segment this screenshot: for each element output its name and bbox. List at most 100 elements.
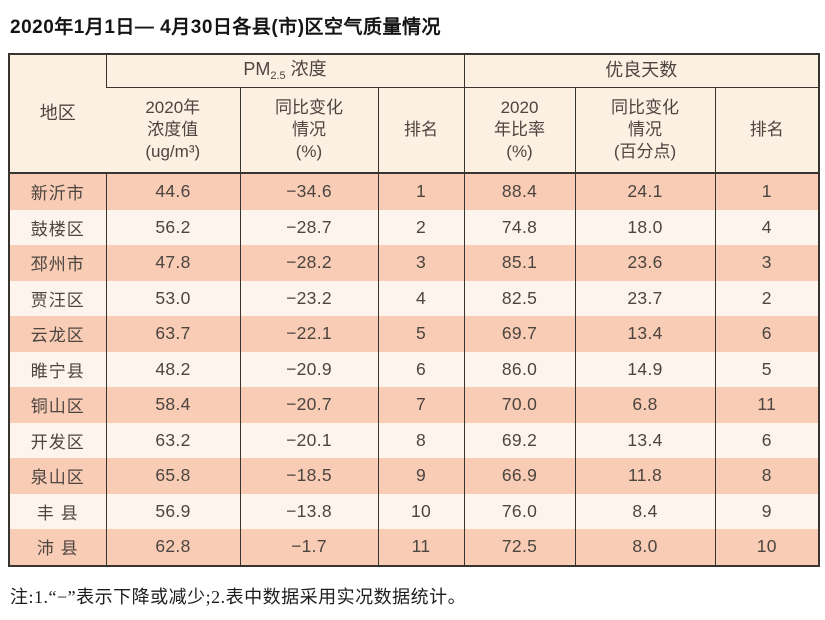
col-header-pm-change: 同比变化 情况 (%): [239, 87, 378, 173]
cell-pm-rank: 6: [377, 351, 465, 387]
pm25-label-prefix: PM: [243, 59, 271, 80]
cell-good-rate: 70.0: [463, 387, 576, 423]
cell-pm-value: 65.8: [105, 458, 240, 494]
cell-good-rank: 6: [714, 422, 820, 458]
cell-region: 丰 县: [36, 503, 79, 523]
cell-good-change: 11.8: [574, 458, 716, 494]
cell-good-rank: 1: [714, 173, 820, 210]
cell-pm-rank: 5: [377, 316, 465, 352]
cell-good-rank: 4: [714, 209, 820, 245]
cell-pm-change: −23.2: [239, 280, 378, 316]
col-group-pm25: PM2.5 浓度: [105, 54, 465, 88]
table-row: 丰 县 56.9 −13.8 10 76.0 8.4 9: [9, 493, 820, 529]
cell-pm-rank: 10: [377, 493, 465, 529]
cell-region: 铜山区: [30, 397, 85, 417]
cell-pm-rank: 9: [377, 458, 465, 494]
cell-good-change: 13.4: [574, 422, 716, 458]
table-row: 新沂市 44.6 −34.6 1 88.4 24.1 1: [9, 173, 820, 210]
cell-good-change: 23.7: [574, 280, 716, 316]
table-row: 邳州市 47.8 −28.2 3 85.1 23.6 3: [9, 245, 820, 281]
cell-pm-value: 48.2: [105, 351, 240, 387]
cell-pm-value: 44.6: [105, 173, 240, 210]
table-row: 鼓楼区 56.2 −28.7 2 74.8 18.0 4: [9, 209, 820, 245]
header-sub-row: 2020年 浓度值 (ug/m³) 同比变化 情况 (%) 排名 2020 年比…: [9, 87, 820, 173]
pm25-label-subscript: 2.5: [270, 70, 286, 83]
cell-pm-change: −1.7: [239, 529, 378, 566]
cell-region: 开发区: [30, 432, 85, 452]
col-header-region: 地区: [9, 54, 106, 173]
cell-pm-value: 53.0: [105, 280, 240, 316]
cell-good-rate: 76.0: [463, 493, 576, 529]
cell-pm-value: 56.9: [105, 493, 240, 529]
cell-pm-value: 62.8: [105, 529, 240, 566]
table-body: 新沂市 44.6 −34.6 1 88.4 24.1 1 鼓楼区 56.2 −28.7 2 74.8 1…: [9, 173, 820, 566]
pm25-label-suffix: 浓度: [290, 59, 327, 80]
air-quality-table: 地区 PM2.5 浓度 优良天数 2020年 浓度值 (ug/m³) 同比变化 情…: [8, 53, 821, 567]
cell-good-change: 8.4: [574, 493, 716, 529]
cell-pm-rank: 7: [377, 387, 465, 423]
cell-good-rank: 10: [714, 529, 820, 566]
cell-good-rate: 86.0: [463, 351, 576, 387]
cell-pm-change: −13.8: [239, 493, 378, 529]
cell-pm-change: −18.5: [239, 458, 378, 494]
cell-pm-rank: 8: [377, 422, 465, 458]
cell-pm-value: 63.7: [105, 316, 240, 352]
cell-pm-value: 56.2: [105, 209, 240, 245]
cell-good-change: 23.6: [574, 245, 716, 281]
col-header-good-change: 同比变化 情况 (百分点): [574, 87, 716, 173]
table-row: 云龙区 63.7 −22.1 5 69.7 13.4 6: [9, 316, 820, 352]
cell-region: 沛 县: [36, 539, 79, 559]
table-row: 泉山区 65.8 −18.5 9 66.9 11.8 8: [9, 458, 820, 494]
cell-good-rank: 8: [714, 458, 820, 494]
table-row: 沛 县 62.8 −1.7 11 72.5 8.0 10: [9, 529, 820, 566]
cell-good-rate: 88.4: [463, 173, 576, 210]
cell-region: 贾汪区: [30, 290, 85, 310]
cell-good-rank: 11: [714, 387, 820, 423]
cell-good-rank: 5: [714, 351, 820, 387]
cell-good-change: 13.4: [574, 316, 716, 352]
cell-pm-rank: 3: [377, 245, 465, 281]
cell-region: 泉山区: [30, 468, 85, 488]
cell-good-rate: 85.1: [463, 245, 576, 281]
cell-pm-change: −34.6: [239, 173, 378, 210]
cell-pm-change: −28.7: [239, 209, 378, 245]
col-header-pm-value: 2020年 浓度值 (ug/m³): [106, 87, 240, 173]
cell-pm-change: −22.1: [239, 316, 378, 352]
col-header-pm-rank: 排名: [377, 87, 465, 173]
cell-region: 云龙区: [30, 326, 85, 346]
cell-pm-value: 58.4: [105, 387, 240, 423]
table-row: 开发区 63.2 −20.1 8 69.2 13.4 6: [9, 422, 820, 458]
cell-pm-value: 47.8: [105, 245, 240, 281]
cell-good-change: 6.8: [574, 387, 716, 423]
page-title: 2020年1月1日— 4月30日各县(市)区空气质量情况: [10, 17, 442, 38]
table-row: 铜山区 58.4 −20.7 7 70.0 6.8 11: [9, 387, 820, 423]
col-header-good-rank: 排名: [714, 87, 820, 173]
cell-pm-change: −20.1: [239, 422, 378, 458]
cell-good-change: 8.0: [574, 529, 716, 566]
cell-region: 睢宁县: [30, 361, 85, 381]
table-row: 睢宁县 48.2 −20.9 6 86.0 14.9 5: [9, 351, 820, 387]
cell-pm-change: −28.2: [239, 245, 378, 281]
cell-good-change: 24.1: [574, 173, 716, 210]
footnote: 注:1.“−”表示下降或减少;2.表中数据采用实况数据统计。: [10, 586, 467, 607]
cell-pm-rank: 4: [377, 280, 465, 316]
cell-good-rank: 9: [714, 493, 820, 529]
cell-region: 鼓楼区: [30, 219, 85, 239]
cell-pm-rank: 11: [377, 529, 465, 566]
cell-region: 新沂市: [30, 184, 85, 204]
cell-good-change: 14.9: [574, 351, 716, 387]
cell-pm-value: 63.2: [105, 422, 240, 458]
cell-good-rate: 69.2: [463, 422, 576, 458]
cell-good-rate: 72.5: [463, 529, 576, 566]
table-row: 贾汪区 53.0 −23.2 4 82.5 23.7 2: [9, 280, 820, 316]
cell-good-rate: 74.8: [463, 209, 576, 245]
cell-good-change: 18.0: [574, 209, 716, 245]
col-group-good-days: 优良天数: [463, 54, 820, 88]
cell-region: 邳州市: [30, 255, 85, 275]
cell-good-rank: 6: [714, 316, 820, 352]
table-header: 地区 PM2.5 浓度 优良天数 2020年 浓度值 (ug/m³) 同比变化 情…: [9, 54, 820, 173]
cell-pm-rank: 2: [377, 209, 465, 245]
cell-pm-rank: 1: [377, 173, 465, 210]
cell-pm-change: −20.9: [239, 351, 378, 387]
